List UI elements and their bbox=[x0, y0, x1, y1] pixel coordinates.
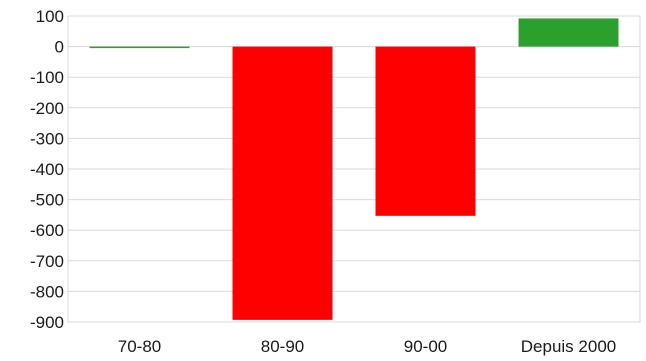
y-tick-label: -700 bbox=[30, 252, 64, 271]
x-category-label: 90-00 bbox=[404, 337, 447, 356]
bar-80-90 bbox=[232, 46, 333, 320]
bars bbox=[89, 18, 619, 320]
y-tick-label: -400 bbox=[30, 160, 64, 179]
y-tick-label: -800 bbox=[30, 282, 64, 301]
y-tick-label: -600 bbox=[30, 221, 64, 240]
y-tick-label: 100 bbox=[36, 7, 64, 26]
bar-90-00 bbox=[375, 46, 476, 216]
x-category-label: 80-90 bbox=[261, 337, 304, 356]
y-tick-label: 0 bbox=[55, 38, 64, 57]
y-tick-label: -500 bbox=[30, 191, 64, 210]
y-tick-label: -900 bbox=[30, 313, 64, 332]
bar-depuis-2000 bbox=[518, 18, 619, 47]
y-tick-label: -100 bbox=[30, 68, 64, 87]
y-axis-tick-labels: 100 0 -100 -200 -300 -400 -500 -600 -700 -800 -900 bbox=[30, 7, 64, 332]
y-tick-label: -200 bbox=[30, 99, 64, 118]
bar-70-80 bbox=[89, 46, 190, 49]
x-category-label: Depuis 2000 bbox=[521, 337, 616, 356]
x-axis-category-labels: 70-80 80-90 90-00 Depuis 2000 bbox=[118, 337, 616, 356]
grid-lines bbox=[67, 15, 641, 323]
x-category-label: 70-80 bbox=[118, 337, 161, 356]
y-tick-label: -300 bbox=[30, 129, 64, 148]
